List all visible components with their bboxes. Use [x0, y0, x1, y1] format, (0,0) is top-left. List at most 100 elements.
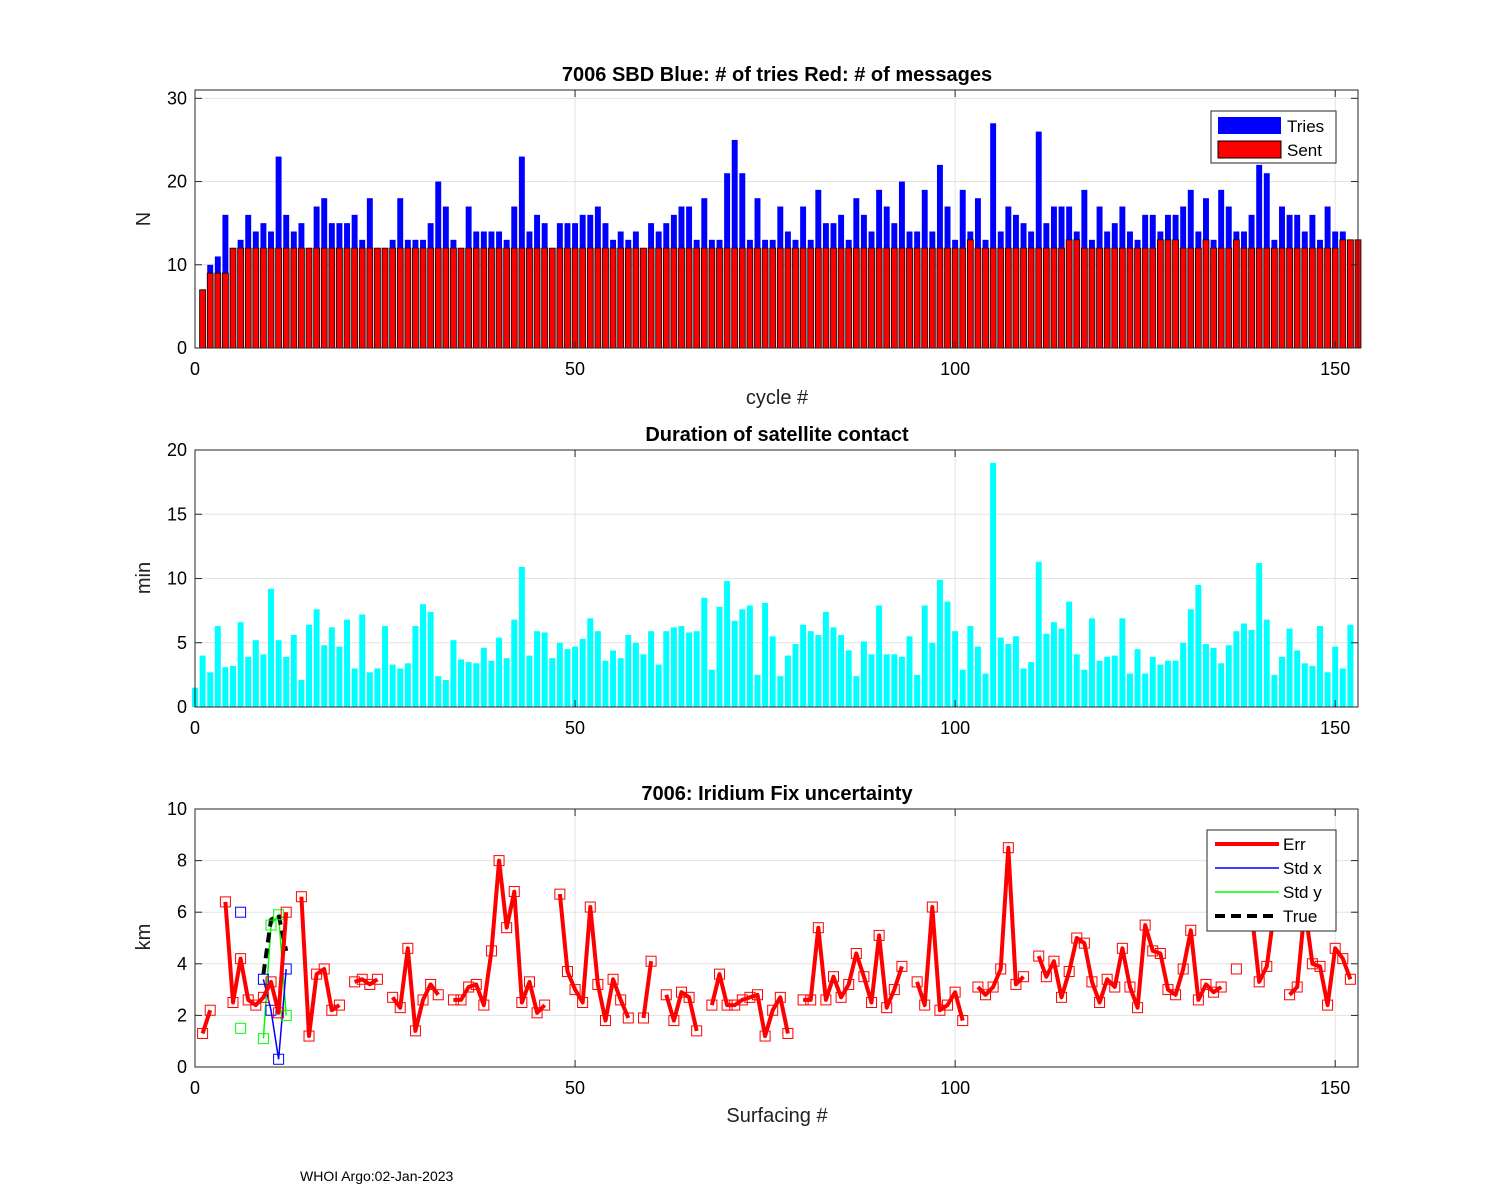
duration-bar — [1195, 584, 1202, 707]
sbd-x-tick-label: 100 — [940, 359, 970, 379]
sent-bar — [1118, 247, 1126, 349]
iridium-x-tick-label: 100 — [940, 1078, 970, 1098]
sent-bar — [1255, 247, 1263, 349]
sent-bar — [997, 247, 1005, 349]
err-line — [641, 960, 654, 1019]
err-marker — [1306, 958, 1318, 970]
sent-bar — [594, 247, 602, 349]
err-line — [453, 858, 547, 1015]
duration-bar — [366, 672, 373, 707]
duration-bar — [1050, 622, 1057, 707]
duration-bar — [458, 659, 465, 707]
err-line — [664, 990, 699, 1032]
err-marker — [721, 999, 733, 1011]
err-marker — [1344, 973, 1356, 985]
duration-bar — [1111, 655, 1118, 707]
sent-bar — [450, 247, 457, 349]
err-marker — [1116, 942, 1128, 954]
std-x-line — [262, 968, 287, 1060]
err-marker — [554, 888, 566, 900]
duration-bar — [344, 619, 350, 707]
duration-bar — [762, 602, 769, 707]
sent-bar — [222, 272, 229, 349]
sent-bar — [670, 247, 678, 349]
sent-bar — [419, 247, 427, 349]
duration-bar — [838, 635, 845, 707]
duration-bar — [252, 640, 259, 707]
iridium-y-tick-label: 8 — [177, 851, 187, 871]
duration-bar — [1332, 646, 1339, 707]
sent-bar — [533, 247, 541, 349]
sent-bar — [852, 247, 860, 349]
err-marker — [767, 1004, 779, 1016]
sent-bar — [1042, 247, 1050, 349]
sent-bar — [1027, 247, 1035, 349]
sbd-y-tick-label: 20 — [167, 172, 187, 192]
duration-bar — [1301, 663, 1308, 707]
duration-bar — [990, 462, 997, 707]
sent-bar — [1316, 247, 1324, 349]
err-line — [1288, 905, 1353, 1008]
err-marker — [1337, 953, 1349, 965]
iridium-x-tick-label: 0 — [190, 1078, 200, 1098]
sent-bar — [1126, 247, 1134, 349]
err-marker — [523, 976, 535, 988]
std-x-marker — [273, 1053, 285, 1065]
duration-bar — [1248, 629, 1255, 707]
err-marker — [569, 984, 581, 996]
err-marker — [972, 981, 984, 993]
err-marker — [485, 945, 497, 957]
duration-bar — [511, 619, 518, 707]
sent-bar — [761, 247, 769, 349]
sent-bar — [944, 247, 951, 349]
duration-bar — [199, 655, 206, 707]
duration-bar — [465, 662, 472, 707]
err-line — [390, 946, 440, 1033]
duration-bar — [1263, 619, 1270, 707]
sent-bar — [754, 247, 761, 349]
duration-bar — [283, 656, 290, 707]
duration-bar — [670, 627, 677, 707]
duration-bar — [898, 656, 905, 707]
duration-bar — [731, 620, 738, 707]
err-marker — [751, 989, 763, 1001]
sent-bar — [358, 247, 366, 349]
err-marker — [911, 976, 923, 988]
duration-bar — [860, 641, 867, 707]
duration-bar — [374, 668, 381, 707]
sent-bar — [738, 247, 746, 349]
err-marker — [820, 994, 832, 1006]
err-line — [200, 1009, 213, 1035]
duration-bar — [777, 676, 784, 707]
err-marker — [1200, 978, 1212, 990]
duration-bar — [564, 649, 571, 707]
sent-bar — [1301, 247, 1309, 349]
err-marker — [645, 955, 657, 967]
duration-bar — [359, 614, 366, 707]
err-marker — [447, 994, 459, 1006]
iridium-chart-title: 7006: Iridium Fix uncertainty — [641, 783, 913, 805]
duration-x-tick-label: 150 — [1320, 718, 1350, 738]
err-line — [353, 977, 379, 987]
sent-bar — [655, 247, 663, 349]
std-x-marker — [257, 973, 269, 985]
duration-bar — [845, 650, 852, 707]
sent-bar — [320, 247, 328, 349]
sent-bar — [1202, 239, 1210, 349]
sent-bar — [1058, 247, 1065, 349]
duration-bar — [1081, 669, 1088, 707]
std-y-marker — [235, 1022, 247, 1034]
sent-bar — [1073, 239, 1081, 349]
sent-bar — [1088, 247, 1096, 349]
err-marker — [1002, 842, 1014, 854]
sent-bar — [282, 247, 290, 349]
duration-bar — [1043, 633, 1050, 707]
duration-bar — [237, 622, 244, 707]
err-marker — [508, 886, 520, 898]
duration-bar — [708, 669, 715, 707]
duration-bar — [351, 668, 358, 707]
iridium-y-tick-label: 6 — [177, 902, 187, 922]
duration-bar — [245, 656, 252, 707]
err-marker — [713, 968, 725, 980]
err-marker — [1284, 989, 1296, 1001]
